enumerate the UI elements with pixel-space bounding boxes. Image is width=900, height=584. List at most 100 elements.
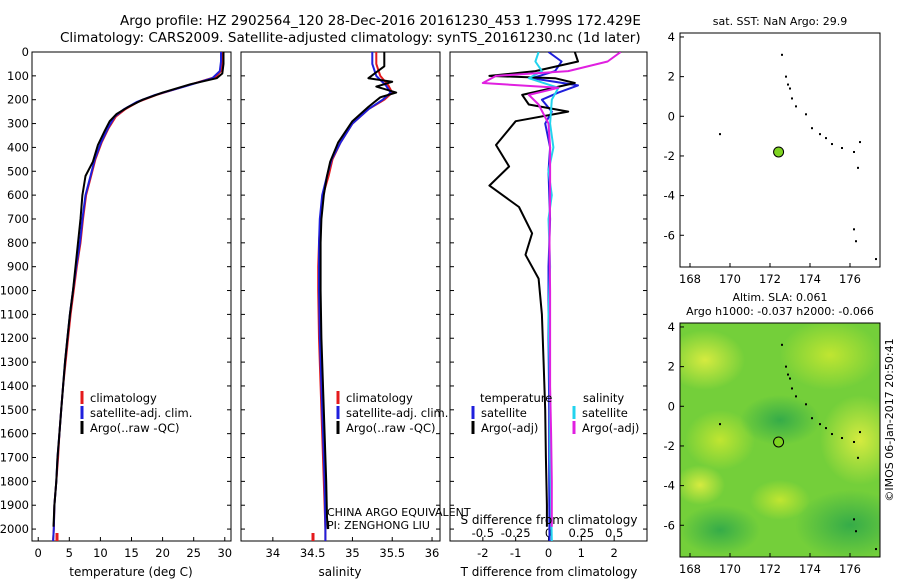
island-mark <box>859 141 861 144</box>
legend-label-argo: Argo(..raw -QC) <box>90 421 180 435</box>
s-difference-label: S difference from climatology <box>461 513 638 527</box>
temperature-legend: climatology satellite-adj. clim. Argo(..… <box>80 391 192 435</box>
map-y-tick-label: 0 <box>668 109 675 123</box>
sst-map-float-marker <box>773 146 785 158</box>
island-mark <box>785 75 787 78</box>
depth-tick-label: 1500 <box>0 403 29 417</box>
depth-tick-label: 700 <box>7 212 29 226</box>
island-mark <box>875 548 877 551</box>
map-x-tick-label: 170 <box>719 272 741 286</box>
island-mark <box>795 395 797 398</box>
island-mark <box>853 228 855 231</box>
depth-tick-label: 2000 <box>0 522 29 536</box>
island-mark <box>781 53 783 56</box>
x-tick-label: 15 <box>124 546 139 560</box>
series-line-satellite-adj-clim- <box>52 52 222 541</box>
header-line-2: Climatology: CARS2009. Satellite-adjuste… <box>60 30 641 46</box>
sst-map-title: sat. SST: NaN Argo: 29.9 <box>713 15 847 28</box>
sla-field-patch <box>795 490 880 557</box>
map-x-tick-label: 172 <box>759 272 781 286</box>
depth-tick-label: 200 <box>7 93 29 107</box>
island-mark <box>853 518 855 521</box>
legend-label-s-satellite: satellite <box>582 406 628 420</box>
temperature-series <box>52 52 225 541</box>
island-mark <box>875 258 877 261</box>
island-mark <box>719 133 721 136</box>
legend-label-satellite: satellite-adj. clim. <box>346 406 448 420</box>
series-line-satellite-salinity <box>527 52 560 541</box>
sla-map-title-1: Altim. SLA: 0.061 <box>732 291 827 304</box>
depth-tick-label: 1800 <box>0 474 29 488</box>
sla-field-patch <box>685 410 755 470</box>
depth-tick-label: 1200 <box>0 331 29 345</box>
sla-map-panel: Altim. SLA: 0.061 Argo h1000: -0.037 h20… <box>664 291 881 576</box>
island-mark <box>787 83 789 86</box>
map-x-tick-label: 176 <box>839 562 861 576</box>
legend-label-t-argo: Argo(-adj) <box>481 421 538 435</box>
depth-tick-label: 100 <box>7 69 29 83</box>
island-mark <box>825 427 827 430</box>
map-x-tick-label: 176 <box>839 272 861 286</box>
island-mark <box>857 166 859 169</box>
x-tick-label: 0 <box>545 546 552 560</box>
island-mark <box>855 530 857 533</box>
island-mark <box>787 373 789 376</box>
sla-map-ticks: 168 170 172 174 176 4 2 0 -2 -4 -6 <box>664 320 861 576</box>
island-mark <box>831 433 833 436</box>
difference-s-ticks: -0.5 -0.25 0 0.25 0.5 <box>472 526 624 540</box>
sla-map-frame <box>679 322 881 558</box>
depth-tick-label: 400 <box>7 140 29 154</box>
salinity-series <box>311 52 398 541</box>
island-mark <box>795 105 797 108</box>
difference-x-ticks: -2 -1 0 1 2 <box>477 537 618 560</box>
legend-label-t-satellite: satellite <box>481 406 527 420</box>
island-mark <box>831 143 833 146</box>
temperature-x-ticks: 0 5 10 15 20 25 30 <box>35 537 232 560</box>
series-line-argo-adj- <box>488 52 579 527</box>
legend-label-climatology: climatology <box>346 391 413 405</box>
map-x-tick-label: 174 <box>799 272 821 286</box>
temperature-plot-frame <box>31 51 232 542</box>
series-line-argo-salinity <box>481 52 622 527</box>
sst-map-panel: sat. SST: NaN Argo: 29.9 168 170 172 174 176… <box>664 15 881 286</box>
depth-tick-label: 800 <box>7 236 29 250</box>
t-difference-label: T difference from climatology <box>460 565 638 579</box>
difference-panel: -2 -1 0 1 2 -0.5 -0.25 0 0.25 0.5 S difference f… <box>449 51 648 579</box>
s-tick-label: -0.25 <box>501 526 531 540</box>
island-mark <box>825 137 827 140</box>
island-mark <box>857 456 859 459</box>
sla-field-patch <box>740 395 820 445</box>
annotation-line-1: CHINA ARGO EQUIVALENT <box>327 506 471 519</box>
map-y-tick-label: -6 <box>664 228 675 242</box>
map-x-tick-label: 172 <box>759 562 781 576</box>
map-y-tick-label: -2 <box>664 149 675 163</box>
sst-map-ticks: 168 170 172 174 176 4 2 0 -2 -4 -6 <box>664 30 861 286</box>
depth-axis: 0 100 200 300 400 500 600 700 800 900 1000 1100 1200… <box>0 45 647 536</box>
sla-map-islands <box>719 343 877 551</box>
island-mark <box>811 127 813 130</box>
salinity-x-ticks: 34 34.5 35 35.5 36 <box>266 537 439 560</box>
depth-tick-label: 1700 <box>0 451 29 465</box>
sla-field-patch <box>680 330 745 390</box>
map-y-tick-label: 2 <box>668 70 675 84</box>
sla-field-patch <box>820 395 880 485</box>
island-mark <box>819 423 821 426</box>
legend-title-temperature: temperature <box>480 391 552 405</box>
depth-tick-label: 0 <box>22 45 29 59</box>
x-tick-label: 5 <box>66 546 73 560</box>
map-y-tick-label: 4 <box>668 320 675 334</box>
x-tick-label: 20 <box>155 546 170 560</box>
island-mark <box>859 431 861 434</box>
map-y-tick-label: -2 <box>664 439 675 453</box>
island-mark <box>791 387 793 390</box>
temperature-x-label: temperature (deg C) <box>69 565 192 579</box>
legend-title-salinity: salinity <box>583 391 624 405</box>
map-y-tick-label: 4 <box>668 30 675 44</box>
depth-tick-label: 300 <box>7 117 29 131</box>
s-tick-label: 0.25 <box>569 526 595 540</box>
island-mark <box>811 417 813 420</box>
island-mark <box>841 147 843 150</box>
island-mark <box>789 87 791 90</box>
map-x-tick-label: 174 <box>799 562 821 576</box>
